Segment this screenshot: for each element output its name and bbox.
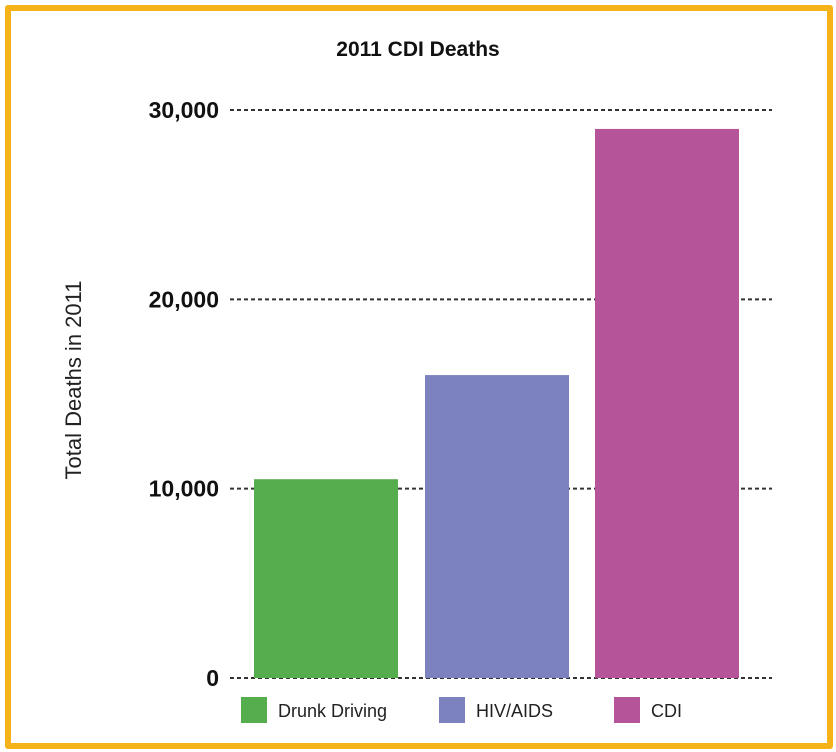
chart-title: 2011 CDI Deaths: [336, 38, 499, 61]
y-tick-label-2: 20,000: [149, 286, 219, 312]
legend-label-hiv-aids: HIV/AIDS: [476, 701, 553, 721]
y-tick-label-0: 0: [206, 665, 219, 691]
bar-drunk-driving: [254, 479, 398, 678]
y-axis-label: Total Deaths in 2011: [61, 281, 86, 480]
y-tick-label-3: 30,000: [149, 97, 219, 123]
legend-swatch-cdi: [614, 697, 640, 723]
legend: Drunk Driving HIV/AIDS CDI: [241, 697, 682, 723]
bars: [254, 128, 739, 678]
legend-swatch-drunk-driving: [241, 697, 267, 723]
bar-cdi: [595, 128, 739, 678]
legend-label-drunk-driving: Drunk Driving: [278, 701, 387, 721]
y-tick-labels: 0 10,000 20,000 30,000: [149, 97, 219, 691]
y-tick-label-1: 10,000: [149, 476, 219, 502]
bar-hiv-aids: [425, 375, 569, 678]
legend-swatch-hiv-aids: [439, 697, 465, 723]
legend-label-cdi: CDI: [651, 701, 682, 721]
